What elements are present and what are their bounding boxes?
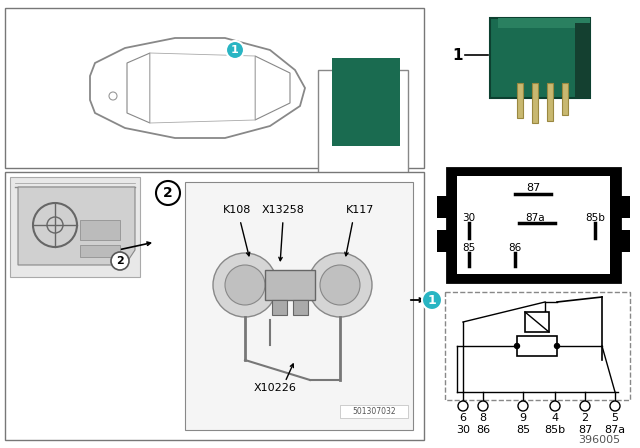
Bar [318,70,408,178]
Circle shape [320,265,360,305]
Bar [575,23,590,98]
Text: 501307032: 501307032 [352,406,396,415]
Circle shape [422,290,442,310]
Text: 86: 86 [476,425,490,435]
Text: 2: 2 [581,413,589,423]
Text: 30: 30 [463,213,476,223]
Bar [340,405,408,418]
Bar [562,83,568,115]
Text: 4: 4 [552,413,559,423]
Bar [332,58,400,146]
Bar [447,168,620,282]
Circle shape [515,344,520,349]
Bar [498,18,590,28]
Circle shape [226,41,244,59]
Circle shape [610,401,620,411]
Text: 87: 87 [526,183,540,193]
Text: 87: 87 [578,425,592,435]
Text: 85b: 85b [545,425,566,435]
Text: 87a: 87a [525,213,545,223]
Bar [490,18,590,98]
Text: 86: 86 [508,243,522,253]
Text: 6: 6 [460,413,467,423]
Bar [532,83,538,123]
Circle shape [554,344,559,349]
Bar [525,312,549,332]
Bar [445,292,630,400]
Circle shape [580,401,590,411]
Text: 85: 85 [516,425,530,435]
Polygon shape [127,53,150,123]
Text: 1: 1 [428,293,436,306]
Polygon shape [18,187,135,265]
Circle shape [518,401,528,411]
Text: X13258: X13258 [262,205,305,215]
Polygon shape [255,56,290,120]
Text: 87a: 87a [604,425,625,435]
Bar [437,196,449,218]
Circle shape [213,253,277,317]
Polygon shape [150,53,255,123]
Bar [547,83,553,121]
Text: 1: 1 [452,47,463,63]
Text: X10226: X10226 [253,383,296,393]
Text: K117: K117 [346,205,374,215]
Text: 30: 30 [456,425,470,435]
Text: 85: 85 [462,243,476,253]
Text: 396005: 396005 [578,435,620,445]
Polygon shape [90,38,305,138]
Circle shape [478,401,488,411]
Text: K108: K108 [223,205,251,215]
Text: 8: 8 [479,413,486,423]
Circle shape [308,253,372,317]
Circle shape [111,252,129,270]
Bar [5,8,424,168]
Bar [517,83,523,118]
Circle shape [225,265,265,305]
Text: 2: 2 [163,186,173,200]
Text: 2: 2 [116,256,124,266]
Bar [437,230,449,252]
Bar [80,245,120,257]
Bar [80,220,120,240]
Text: 85b: 85b [585,213,605,223]
Bar [265,270,315,300]
Bar [10,177,140,277]
Text: 1: 1 [231,45,239,55]
Text: 9: 9 [520,413,527,423]
Text: 5: 5 [611,413,618,423]
Bar [5,172,424,440]
Bar [272,300,287,315]
Bar [618,196,630,218]
Circle shape [550,401,560,411]
Bar [185,182,413,430]
Bar [457,176,610,274]
Bar [618,230,630,252]
Circle shape [458,401,468,411]
Bar [517,336,557,356]
Circle shape [156,181,180,205]
Bar [293,300,308,315]
